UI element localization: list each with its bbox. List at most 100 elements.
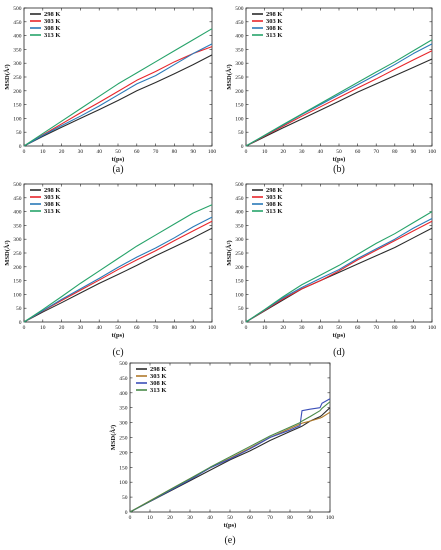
series-line-313k (129, 401, 331, 513)
chart-panel-1: 0 50 100 150 200 250 300 350 400 450 500 0 10 20 30 40 5… (225, 6, 436, 175)
y-tick-label: 400 (119, 391, 128, 397)
legend-entry: 303 K (44, 18, 60, 25)
y-tick-label: 250 (235, 75, 244, 81)
x-tick-label: 0 (129, 515, 132, 521)
x-tick-label: 90 (307, 515, 313, 521)
x-tick-label: 0 (245, 325, 248, 331)
x-tick-label: 20 (59, 325, 65, 331)
x-tick-label: 100 (326, 515, 335, 521)
x-tick-label: 40 (207, 515, 213, 521)
y-tick-label: 400 (235, 210, 244, 216)
y-tick-label: 500 (13, 182, 22, 188)
series-line-303k (245, 220, 433, 323)
series-line-308k (245, 43, 433, 147)
x-tick-label: 20 (280, 325, 286, 331)
y-tick-label: 500 (235, 182, 244, 188)
x-tick-label: 70 (267, 515, 273, 521)
series-line-303k (23, 46, 213, 147)
x-tick-label: 10 (40, 149, 46, 155)
legend-entry: 313 K (266, 32, 282, 39)
x-tick-label: 80 (392, 325, 398, 331)
legend-entry: 303 K (150, 373, 166, 380)
legend-entry: 313 K (44, 208, 60, 215)
y-tick-label: 100 (235, 116, 244, 122)
series-line-298k (129, 407, 331, 513)
y-tick-label: 300 (13, 237, 22, 243)
y-tick-label: 450 (119, 376, 128, 382)
x-tick-label: 30 (299, 325, 305, 331)
x-tick-label: 70 (373, 149, 379, 155)
legend-entry: 303 K (44, 194, 60, 201)
chart-panel-0: 0 50 100 150 200 250 300 350 400 450 500 0 10 20 30 40 5… (3, 6, 216, 175)
y-tick-label: 300 (119, 421, 128, 427)
x-tick-label: 20 (167, 515, 173, 521)
series-line-308k (23, 43, 213, 147)
x-tick-label: 40 (96, 325, 102, 331)
x-tick-label: 50 (336, 149, 342, 155)
legend-entry: 308 K (266, 25, 282, 32)
x-tick-label: 40 (96, 149, 102, 155)
legend-entry: 313 K (150, 387, 166, 394)
legend-entry: 298 K (44, 11, 60, 18)
y-tick-label: 400 (235, 34, 244, 40)
x-axis-label: t(ps) (333, 332, 346, 339)
y-tick-label: 50 (16, 306, 22, 312)
x-tick-label: 60 (134, 325, 140, 331)
x-tick-label: 0 (23, 325, 26, 331)
y-tick-label: 200 (13, 89, 22, 95)
y-axis-label: MSD(Å²) (109, 425, 117, 450)
x-axis-label: t(ps) (112, 156, 125, 163)
x-tick-label: 0 (23, 149, 26, 155)
y-tick-label: 500 (13, 6, 22, 12)
x-tick-label: 40 (318, 149, 324, 155)
x-tick-label: 20 (280, 149, 286, 155)
panel-label: (b) (333, 164, 345, 175)
y-axis-label: MSD(Å²) (225, 240, 233, 265)
legend-entry: 313 K (266, 208, 282, 215)
x-tick-label: 10 (262, 325, 268, 331)
y-tick-label: 450 (13, 196, 22, 202)
y-tick-label: 350 (119, 406, 128, 412)
y-tick-label: 200 (235, 265, 244, 271)
y-tick-label: 50 (238, 306, 244, 312)
legend-entry: 298 K (150, 366, 166, 373)
y-tick-label: 300 (235, 61, 244, 67)
x-axis-label: t(ps) (333, 156, 346, 163)
y-tick-label: 150 (235, 103, 244, 109)
series-line-313k (245, 211, 433, 323)
y-tick-label: 200 (13, 265, 22, 271)
y-axis-label: MSD(Å²) (3, 240, 11, 265)
x-tick-label: 60 (355, 325, 361, 331)
panel-label: (d) (333, 347, 345, 358)
chart-panel-3: 0 50 100 150 200 250 300 350 400 450 500 0 10 20 30 40 5… (225, 182, 436, 358)
y-tick-label: 150 (13, 103, 22, 109)
y-tick-label: 350 (235, 47, 244, 53)
x-tick-label: 60 (134, 149, 140, 155)
y-tick-label: 200 (119, 450, 128, 456)
legend-entry: 303 K (266, 194, 282, 201)
y-tick-label: 350 (13, 223, 22, 229)
x-tick-label: 10 (262, 149, 268, 155)
x-tick-label: 50 (115, 149, 121, 155)
x-tick-label: 10 (147, 515, 153, 521)
x-tick-label: 10 (40, 325, 46, 331)
legend-entry: 308 K (150, 380, 166, 387)
y-tick-label: 150 (119, 465, 128, 471)
y-tick-label: 150 (13, 279, 22, 285)
panel-label: (a) (112, 164, 123, 175)
y-tick-label: 100 (13, 116, 22, 122)
series-line-313k (245, 39, 433, 147)
x-tick-label: 80 (392, 149, 398, 155)
legend-entry: 308 K (44, 201, 60, 208)
y-tick-label: 50 (16, 130, 22, 136)
x-tick-label: 60 (355, 149, 361, 155)
y-tick-label: 250 (13, 251, 22, 257)
x-tick-label: 90 (190, 149, 196, 155)
y-tick-label: 100 (119, 480, 128, 486)
legend-entry: 313 K (44, 32, 60, 39)
series-line-308k (23, 216, 213, 323)
x-tick-label: 90 (190, 325, 196, 331)
legend-entry: 308 K (44, 25, 60, 32)
y-tick-label: 300 (13, 61, 22, 67)
